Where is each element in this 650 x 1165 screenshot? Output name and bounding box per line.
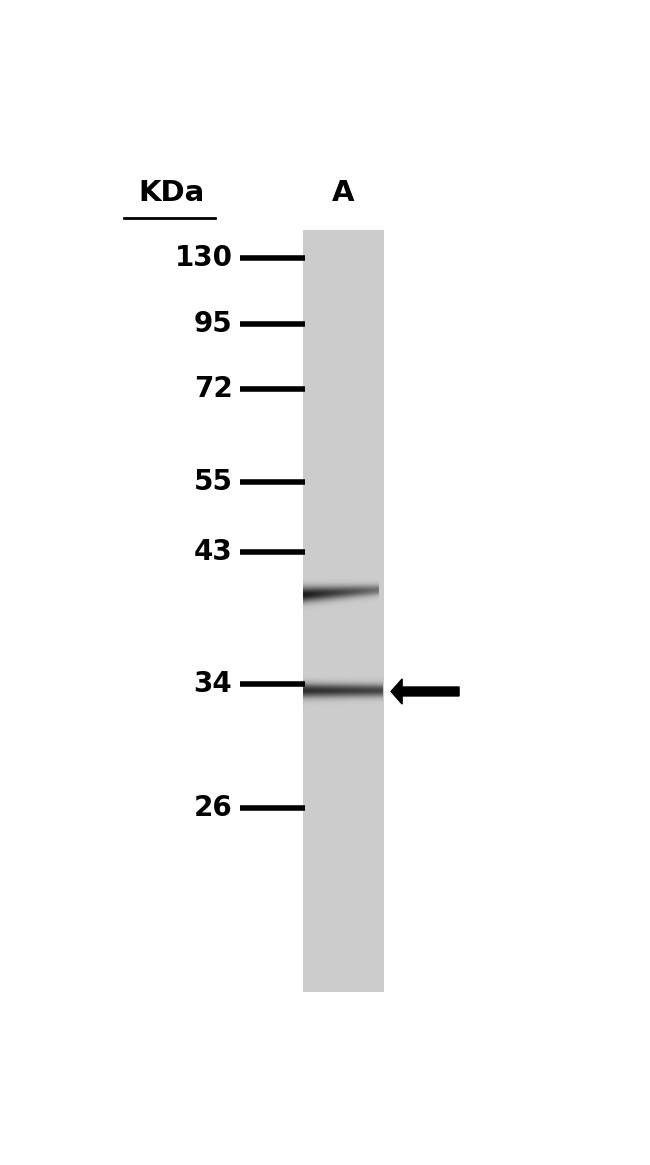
Text: 55: 55 [194,468,233,496]
Text: 34: 34 [194,670,233,698]
FancyArrow shape [391,679,459,704]
Text: 95: 95 [194,310,233,338]
Text: 130: 130 [174,245,233,273]
Text: KDa: KDa [139,179,205,207]
Bar [303,230,384,993]
Text: A: A [332,179,354,207]
Text: 26: 26 [194,795,233,822]
Text: 43: 43 [194,538,233,566]
Text: 72: 72 [194,375,233,403]
